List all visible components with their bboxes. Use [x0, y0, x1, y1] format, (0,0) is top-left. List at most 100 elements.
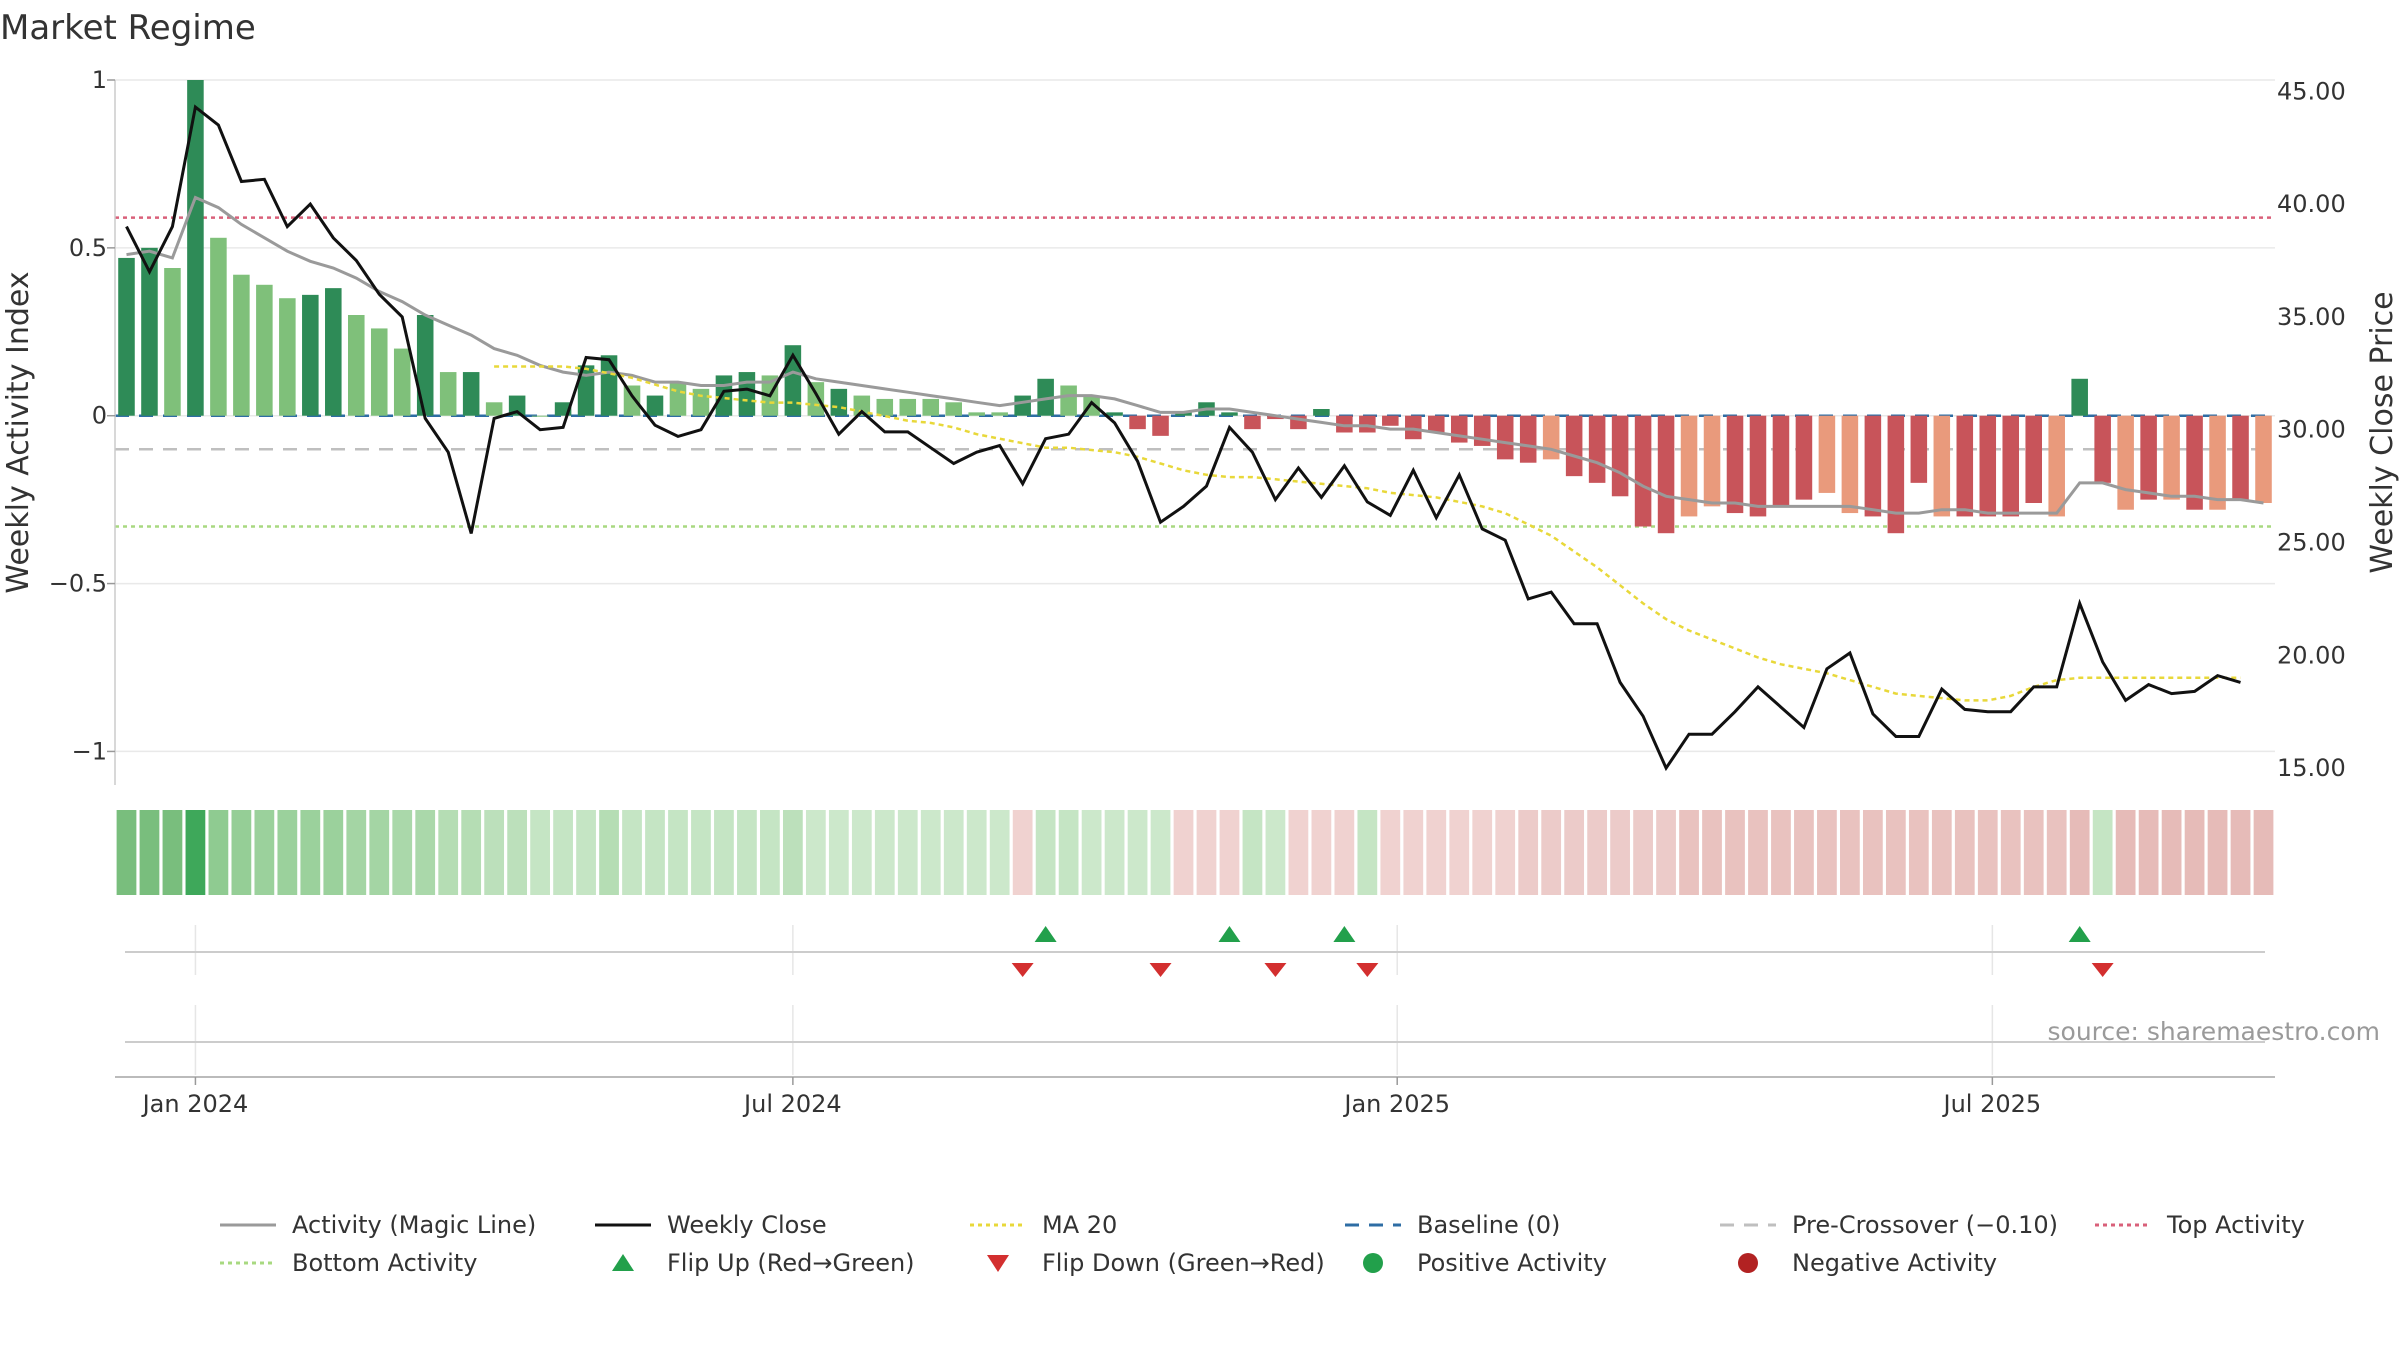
- legend-negative-activity-item: Negative Activity: [1738, 1249, 1997, 1277]
- regime-cell: [1817, 810, 1837, 895]
- regime-cell: [1862, 810, 1883, 895]
- activity-bar: [1657, 415, 1675, 534]
- regime-cell: [714, 810, 734, 895]
- activity-bar: [1611, 415, 1629, 497]
- regime-cell: [1702, 810, 1722, 895]
- legend-flip-down-green-red-swatch: [987, 1255, 1009, 1272]
- flip-down-marker: [1011, 963, 1034, 977]
- activity-bar: [945, 402, 962, 416]
- activity-bar: [1565, 415, 1583, 477]
- activity-bar: [1106, 412, 1123, 416]
- y2-tick-label: 20.00: [2277, 641, 2346, 669]
- activity-bar: [187, 80, 204, 416]
- activity-bar: [462, 372, 480, 416]
- activity-bar: [1818, 415, 1836, 493]
- regime-cell: [277, 810, 298, 895]
- activity-bar: [1175, 412, 1192, 416]
- activity-bar: [348, 315, 365, 416]
- activity-bar: [830, 388, 848, 416]
- regime-cell: [737, 810, 757, 895]
- regime-cell: [2184, 810, 2205, 895]
- activity-bar: [1014, 395, 1031, 416]
- activity-bar: [623, 385, 641, 416]
- legend-flip-down-green-red-item: Flip Down (Green→Red): [987, 1249, 1325, 1277]
- regime-cell: [1679, 810, 1699, 895]
- activity-bar: [1726, 415, 1744, 514]
- legend-top-activity-label: Top Activity: [2166, 1211, 2305, 1239]
- activity-bar: [118, 257, 135, 416]
- activity-bar: [1405, 415, 1422, 440]
- regime-cell: [438, 810, 459, 895]
- y2-axis-label: Weekly Close Price: [2365, 291, 2400, 573]
- flip-up-marker: [1218, 926, 1241, 942]
- legend-pre-crossover-0-10-label: Pre-Crossover (−0.10): [1792, 1211, 2058, 1239]
- regime-cell: [989, 810, 1010, 895]
- activity-bar: [1795, 415, 1813, 500]
- regime-cell: [1426, 810, 1447, 895]
- activity-bar: [899, 398, 917, 416]
- regime-cell: [920, 810, 941, 895]
- x-tick-label: Jul 2025: [1942, 1090, 2042, 1118]
- legend-bottom-activity-item: Bottom Activity: [220, 1249, 477, 1277]
- regime-cell: [116, 810, 137, 895]
- activity-bar: [2094, 415, 2111, 483]
- regime-cell: [1518, 810, 1539, 895]
- regime-cell: [576, 810, 596, 895]
- activity-bar: [1037, 378, 1054, 416]
- regime-cell: [1931, 810, 1952, 895]
- legend-flip-up-red-green-swatch: [612, 1254, 634, 1271]
- activity-bar: [922, 398, 940, 416]
- regime-cell: [1403, 810, 1424, 895]
- regime-cell: [1656, 810, 1676, 895]
- regime-cell: [874, 810, 895, 895]
- activity-bar: [164, 268, 181, 416]
- regime-cell: [1058, 810, 1079, 895]
- activity-bar: [1152, 415, 1169, 436]
- regime-cell: [553, 810, 573, 895]
- legend-positive-activity-item: Positive Activity: [1363, 1249, 1607, 1277]
- regime-cell: [2115, 810, 2136, 895]
- activity-bar: [876, 398, 894, 416]
- flip-down-marker: [1356, 963, 1379, 977]
- activity-bar: [302, 294, 319, 416]
- activity-bar: [325, 288, 342, 416]
- x-tick-label: Jan 2025: [1342, 1090, 1450, 1118]
- legend-top-activity-item: Top Activity: [2095, 1211, 2305, 1239]
- flip-down-marker: [1149, 963, 1172, 977]
- x-axis: Jan 2024 Jul 2024 Jan 2025 Jul 2025: [115, 1076, 2275, 1118]
- activity-bar: [485, 402, 503, 416]
- activity-bar: [1588, 415, 1606, 483]
- activity-bar: [1910, 415, 1928, 483]
- activity-bar: [1887, 415, 1905, 534]
- regime-cell: [599, 810, 619, 895]
- activity-bar: [968, 412, 985, 416]
- legend-weekly-close-label: Weekly Close: [667, 1211, 827, 1239]
- activity-bar: [1244, 415, 1261, 430]
- regime-cell: [323, 810, 344, 895]
- regime-cell: [1748, 810, 1768, 895]
- regime-cell: [530, 810, 550, 895]
- source-label: source: sharemaestro.com: [2048, 1017, 2381, 1046]
- legend-baseline-0-item: Baseline (0): [1345, 1211, 1560, 1239]
- activity-bar: [715, 375, 733, 416]
- y-tick-label: −1: [72, 737, 107, 765]
- regime-cell: [828, 810, 849, 895]
- regime-cell: [668, 810, 688, 895]
- flip-up-marker: [2068, 926, 2091, 942]
- regime-cell: [2046, 810, 2067, 895]
- regime-cell: [1977, 810, 1998, 895]
- legend-activity-magic-line-item: Activity (Magic Line): [220, 1211, 536, 1239]
- regime-cell: [2023, 810, 2044, 895]
- regime-cell: [1771, 810, 1791, 895]
- activity-bar: [1359, 415, 1376, 433]
- activity-bar: [1129, 415, 1146, 430]
- regime-cell: [162, 810, 183, 895]
- regime-cell: [208, 810, 229, 895]
- regime-cell: [1265, 810, 1286, 895]
- activity-bar: [256, 284, 273, 416]
- regime-cell: [1173, 810, 1194, 895]
- flip-up-marker: [1034, 926, 1057, 942]
- activity-bar: [2232, 415, 2249, 500]
- weekly-close-series: [125, 104, 2241, 772]
